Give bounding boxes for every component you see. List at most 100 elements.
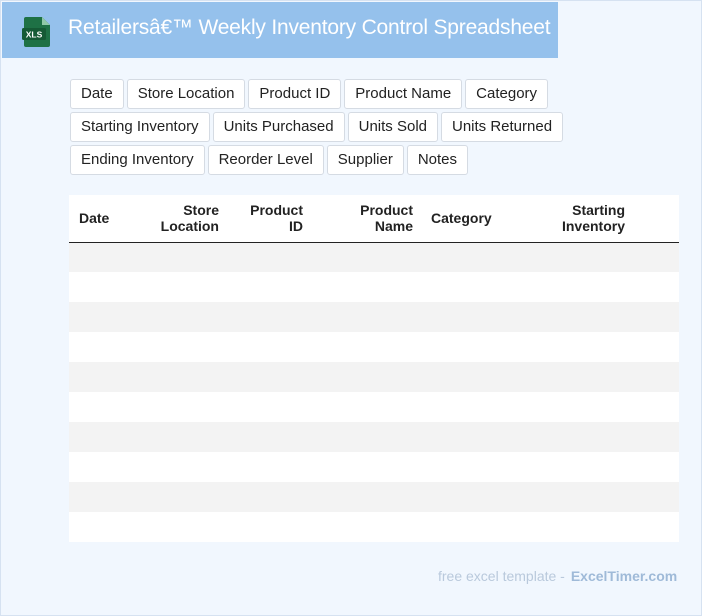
column-header-product-id[interactable]: Product ID [227, 195, 311, 243]
table-cell[interactable] [69, 422, 133, 452]
table-cell[interactable] [133, 422, 227, 452]
table-cell[interactable] [311, 302, 421, 332]
table-cell[interactable] [311, 482, 421, 512]
table-cell[interactable] [227, 302, 311, 332]
column-header-date[interactable]: Date [69, 195, 133, 243]
table-cell[interactable] [533, 272, 633, 302]
table-cell[interactable] [227, 452, 311, 482]
table-cell[interactable] [133, 392, 227, 422]
inventory-table-container[interactable]: Date Store Location Product ID Product Name… [69, 195, 679, 542]
tag-supplier[interactable]: Supplier [326, 145, 404, 175]
table-cell[interactable] [421, 422, 533, 452]
tag-notes[interactable]: Notes [406, 145, 469, 175]
table-cell[interactable] [421, 362, 533, 392]
table-cell[interactable] [69, 482, 133, 512]
table-cell[interactable] [227, 482, 311, 512]
table-cell[interactable] [533, 512, 633, 542]
table-cell[interactable] [69, 362, 133, 392]
tag-date[interactable]: Date [70, 79, 124, 109]
table-row[interactable] [69, 362, 679, 392]
table-cell[interactable] [421, 392, 533, 422]
table-cell[interactable] [227, 332, 311, 362]
table-cell[interactable] [69, 512, 133, 542]
table-cell[interactable] [311, 332, 421, 362]
table-cell[interactable] [633, 452, 679, 482]
table-cell[interactable] [133, 482, 227, 512]
table-cell[interactable] [69, 452, 133, 482]
table-cell[interactable] [133, 272, 227, 302]
table-cell[interactable] [533, 332, 633, 362]
table-cell[interactable] [227, 392, 311, 422]
table-row[interactable] [69, 422, 679, 452]
table-cell[interactable] [421, 272, 533, 302]
table-cell[interactable] [533, 392, 633, 422]
table-cell[interactable] [311, 392, 421, 422]
table-cell[interactable] [533, 362, 633, 392]
table-cell[interactable] [633, 392, 679, 422]
column-header-product-name[interactable]: Product Name [311, 195, 421, 243]
table-cell[interactable] [227, 272, 311, 302]
table-row[interactable] [69, 512, 679, 542]
tag-units-returned[interactable]: Units Returned [441, 112, 564, 142]
table-cell[interactable] [633, 242, 679, 272]
table-cell[interactable] [311, 362, 421, 392]
table-cell[interactable] [421, 332, 533, 362]
table-cell[interactable] [633, 272, 679, 302]
table-cell[interactable] [133, 302, 227, 332]
tag-store-location[interactable]: Store Location [126, 79, 246, 109]
table-cell[interactable] [227, 512, 311, 542]
tag-starting-inventory[interactable]: Starting Inventory [70, 112, 210, 142]
tag-ending-inventory[interactable]: Ending Inventory [70, 145, 205, 175]
table-cell[interactable] [311, 272, 421, 302]
table-cell[interactable] [421, 482, 533, 512]
table-cell[interactable] [533, 452, 633, 482]
table-cell[interactable] [311, 512, 421, 542]
table-cell[interactable] [533, 482, 633, 512]
tag-category[interactable]: Category [465, 79, 549, 109]
table-cell[interactable] [633, 302, 679, 332]
table-cell[interactable] [69, 392, 133, 422]
table-cell[interactable] [227, 422, 311, 452]
table-cell[interactable] [69, 242, 133, 272]
table-cell[interactable] [133, 242, 227, 272]
table-row[interactable] [69, 272, 679, 302]
column-header-store-location[interactable]: Store Location [133, 195, 227, 243]
table-cell[interactable] [69, 272, 133, 302]
table-cell[interactable] [133, 512, 227, 542]
table-cell[interactable] [311, 422, 421, 452]
table-cell[interactable] [133, 332, 227, 362]
table-cell[interactable] [133, 362, 227, 392]
tag-product-id[interactable]: Product ID [248, 79, 342, 109]
table-cell[interactable] [227, 242, 311, 272]
table-cell[interactable] [421, 242, 533, 272]
table-cell[interactable] [633, 482, 679, 512]
table-cell[interactable] [533, 242, 633, 272]
table-cell[interactable] [421, 452, 533, 482]
column-header-units-purchased[interactable]: Pu [633, 195, 679, 243]
tag-units-purchased[interactable]: Units Purchased [212, 112, 345, 142]
table-cell[interactable] [227, 362, 311, 392]
table-cell[interactable] [311, 452, 421, 482]
table-cell[interactable] [533, 422, 633, 452]
table-cell[interactable] [421, 302, 533, 332]
table-cell[interactable] [633, 512, 679, 542]
column-header-category[interactable]: Category [421, 195, 533, 243]
table-row[interactable] [69, 242, 679, 272]
tag-units-sold[interactable]: Units Sold [347, 112, 438, 142]
table-cell[interactable] [133, 452, 227, 482]
table-row[interactable] [69, 482, 679, 512]
footer-brand-link[interactable]: ExcelTimer.com [570, 568, 678, 584]
table-row[interactable] [69, 452, 679, 482]
table-cell[interactable] [533, 302, 633, 332]
table-cell[interactable] [311, 242, 421, 272]
table-cell[interactable] [69, 302, 133, 332]
table-cell[interactable] [633, 422, 679, 452]
tag-reorder-level[interactable]: Reorder Level [207, 145, 324, 175]
tag-product-name[interactable]: Product Name [344, 79, 463, 109]
table-cell[interactable] [421, 512, 533, 542]
table-cell[interactable] [633, 332, 679, 362]
table-row[interactable] [69, 332, 679, 362]
table-row[interactable] [69, 302, 679, 332]
table-cell[interactable] [69, 332, 133, 362]
table-row[interactable] [69, 392, 679, 422]
